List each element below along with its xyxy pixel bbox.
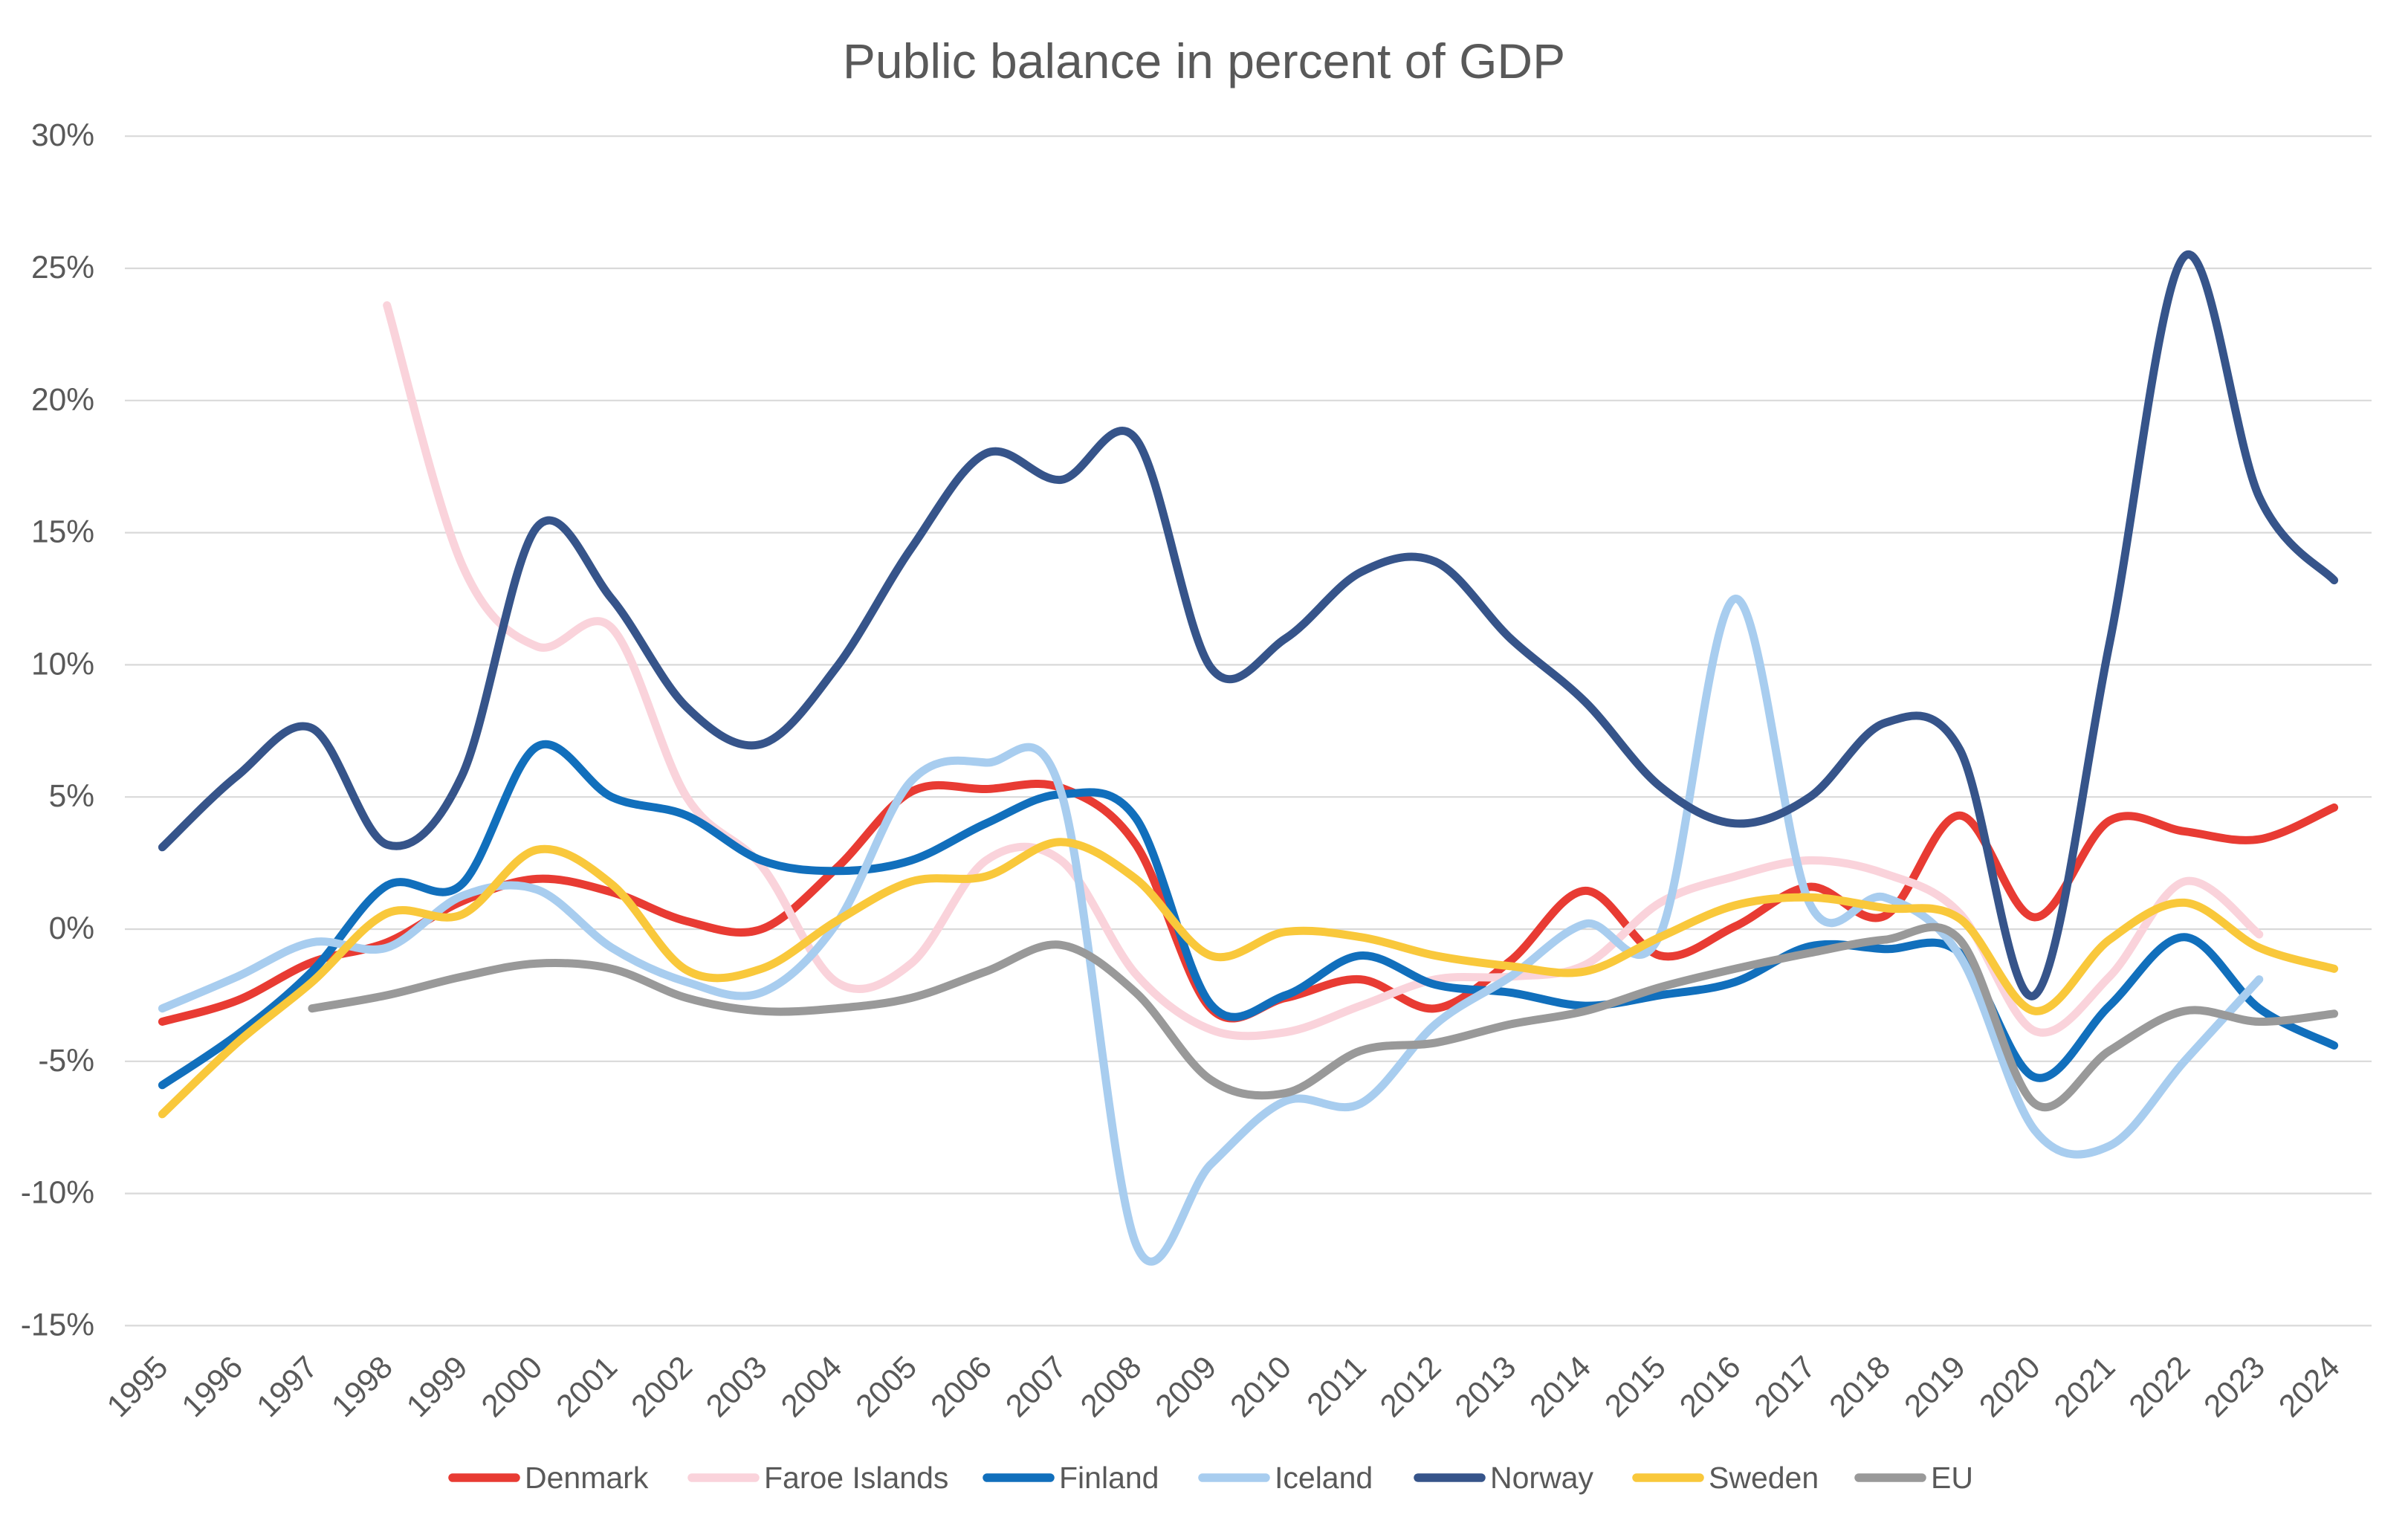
- svg-text:Denmark: Denmark: [525, 1461, 649, 1495]
- svg-text:Norway: Norway: [1490, 1461, 1593, 1495]
- svg-text:Public balance in percent of G: Public balance in percent of GDP: [843, 33, 1565, 88]
- svg-text:30%: 30%: [31, 118, 94, 153]
- svg-text:Sweden: Sweden: [1709, 1461, 1819, 1495]
- svg-text:Faroe Islands: Faroe Islands: [764, 1461, 948, 1495]
- svg-text:25%: 25%: [31, 250, 94, 285]
- svg-text:15%: 15%: [31, 515, 94, 550]
- svg-text:10%: 10%: [31, 647, 94, 682]
- svg-text:Finland: Finland: [1059, 1461, 1159, 1495]
- svg-text:20%: 20%: [31, 383, 94, 418]
- svg-text:-5%: -5%: [38, 1044, 94, 1079]
- svg-text:-15%: -15%: [21, 1307, 94, 1342]
- svg-text:Iceland: Iceland: [1275, 1461, 1373, 1495]
- svg-text:0%: 0%: [49, 911, 94, 946]
- svg-text:EU: EU: [1931, 1461, 1973, 1495]
- svg-text:-10%: -10%: [21, 1176, 94, 1211]
- svg-text:5%: 5%: [49, 779, 94, 814]
